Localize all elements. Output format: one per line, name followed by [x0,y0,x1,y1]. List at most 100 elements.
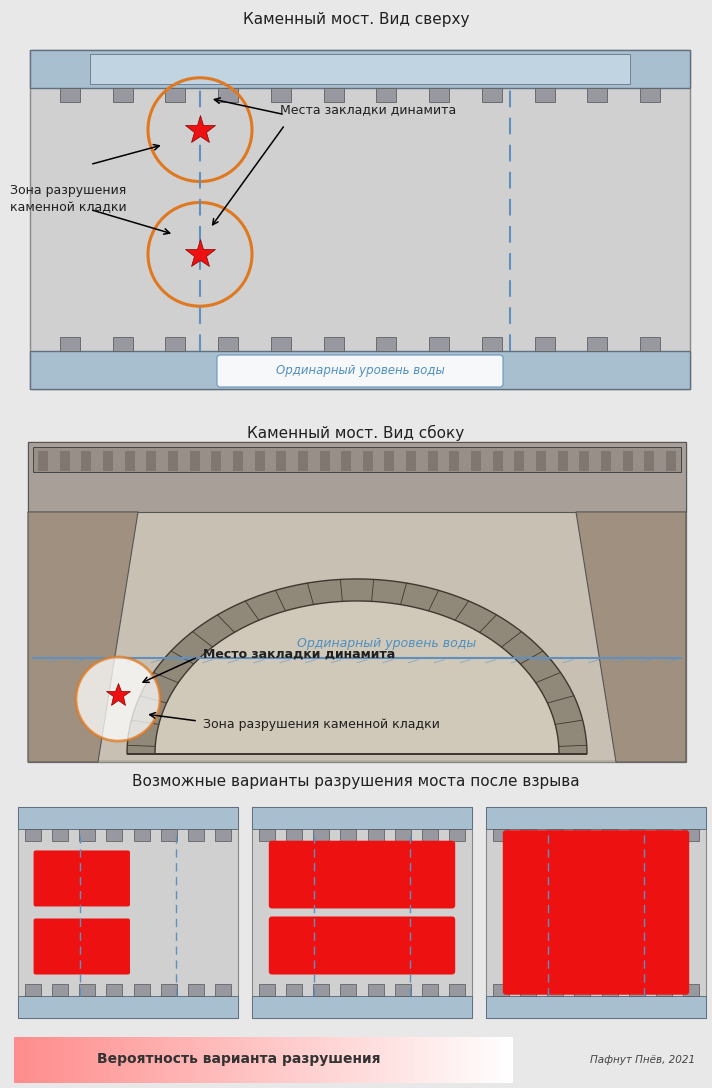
Bar [169,1037,172,1083]
Bar [28,442,686,512]
Bar [33,447,681,472]
Bar [60,88,80,101]
Bar [60,337,80,351]
Bar [199,1037,201,1083]
Text: Место закладки динамита: Место закладки динамита [203,647,395,660]
Bar [25,829,41,841]
Bar [480,1037,483,1083]
Bar [505,1037,508,1083]
Bar [406,450,416,471]
Bar [429,88,449,101]
Bar [154,1037,157,1083]
Bar [104,1037,107,1083]
Bar [188,829,204,841]
Bar [380,1037,384,1083]
Bar [226,1037,229,1083]
Bar [493,829,509,841]
Bar [587,337,607,351]
Bar [443,1037,446,1083]
Bar [313,829,329,841]
Bar [268,1037,271,1083]
Bar [315,1037,319,1083]
Bar [156,1037,159,1083]
Bar [79,984,95,996]
Bar [520,984,536,996]
Bar [44,1037,47,1083]
Bar [482,337,502,351]
Bar [286,1037,289,1083]
Text: Зона разрушения
каменной кладки: Зона разрушения каменной кладки [10,185,127,214]
Bar [211,1037,214,1083]
Bar [215,829,231,841]
Bar [271,1037,274,1083]
Bar [535,337,555,351]
Bar [239,1037,241,1083]
Bar [141,1037,145,1083]
Bar [109,1037,112,1083]
Bar [271,337,291,351]
Bar [435,1037,439,1083]
Bar [94,1037,97,1083]
Bar [320,450,330,471]
Text: Каменный мост. Вид сбоку: Каменный мост. Вид сбоку [247,425,465,441]
Bar [165,88,185,101]
Text: Ординарный уровень воды: Ординарный уровень воды [276,363,444,376]
Bar [49,1037,52,1083]
Bar [127,1037,130,1083]
Bar [224,1037,226,1083]
Bar [486,807,706,829]
Bar [134,1037,137,1083]
Bar [500,1037,503,1083]
Bar [152,1037,155,1083]
Bar [485,1037,488,1083]
Bar [52,984,68,996]
Bar [448,1037,451,1083]
Bar [288,1037,291,1083]
Bar [273,1037,276,1083]
Bar [229,1037,231,1083]
Bar [206,1037,209,1083]
Bar [233,450,243,471]
Bar [323,1037,326,1083]
Bar [256,1037,259,1083]
Bar [286,984,302,996]
Bar [313,984,329,996]
Bar [388,1037,391,1083]
Bar [191,1037,194,1083]
Text: Вероятность варианта разрушения: Вероятность варианта разрушения [97,1052,380,1066]
Bar [393,1037,396,1083]
Bar [644,450,654,471]
Bar [52,829,68,841]
Bar [161,829,177,841]
Bar [303,1037,306,1083]
Bar [683,984,699,996]
Bar [47,1037,50,1083]
Bar [430,1037,434,1083]
Bar [37,1037,40,1083]
Bar [313,1037,316,1083]
Bar [378,1037,381,1083]
Bar [60,450,70,471]
Bar [18,996,238,1017]
Bar [244,1037,246,1083]
Bar [131,1037,135,1083]
Bar [211,450,221,471]
Bar [473,1037,476,1083]
Bar [341,450,351,471]
Bar [51,1037,55,1083]
Bar [39,1037,42,1083]
Bar [629,984,644,996]
Bar [259,829,275,841]
Bar [106,1037,110,1083]
Bar [535,88,555,101]
Bar [24,1037,27,1083]
Bar [486,996,706,1017]
Polygon shape [576,512,686,762]
Bar [406,1037,409,1083]
Bar [246,1037,249,1083]
Bar [30,50,690,88]
Bar [623,450,633,471]
Bar [236,1037,239,1083]
Bar [216,1037,219,1083]
Bar [149,1037,152,1083]
